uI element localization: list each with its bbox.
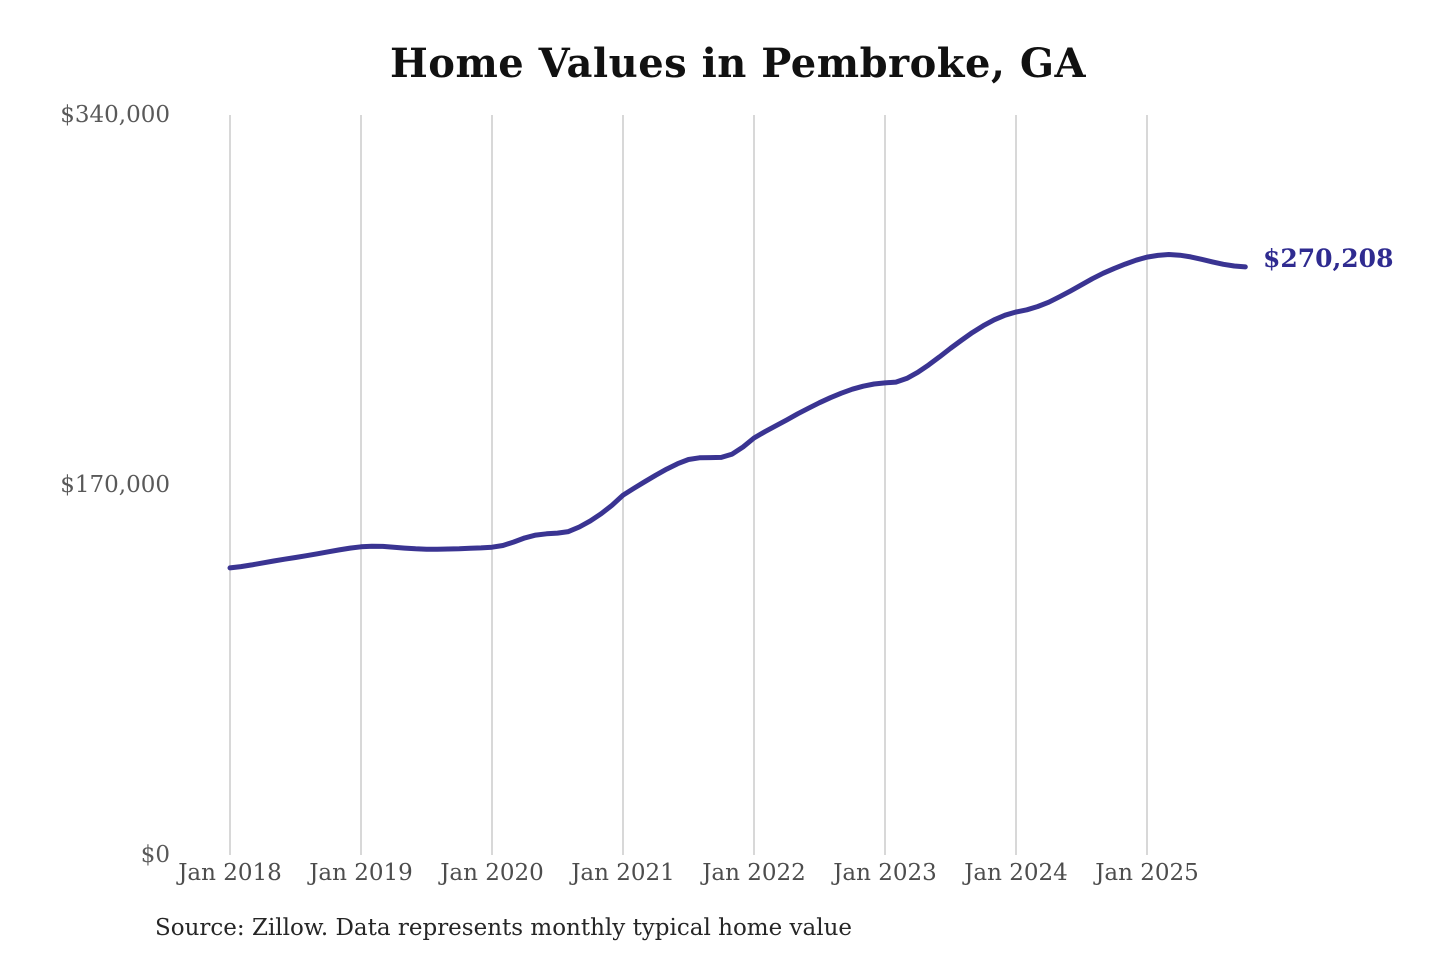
y-axis-tick-label: $0 [140,842,170,868]
gridlines-layer [229,115,1148,855]
y-axis-tick-label: $340,000 [60,102,170,128]
x-axis-tick-label: Jan 2024 [962,860,1068,886]
x-axis-tick-label: Jan 2019 [307,860,413,886]
x-axis-tick-label: Jan 2020 [438,860,544,886]
x-axis-tick-label: Jan 2021 [569,860,675,886]
x-axis-labels-layer: Jan 2018 Jan 2019 Jan 2020 Jan 2021 Jan 2022… [176,860,1199,886]
x-axis-tick-label: Jan 2022 [700,860,806,886]
source-attribution: Source: Zillow. Data represents monthly … [155,915,853,941]
x-axis-tick-label: Jan 2023 [831,860,937,886]
x-axis-tick-label: Jan 2025 [1093,860,1199,886]
y-axis-tick-label: $170,000 [60,472,170,498]
home-value-line-series [227,252,1248,571]
chart-title: Home Values in Pembroke, GA [389,40,1087,87]
last-value-label: $270,208 [1263,244,1394,273]
x-axis-tick-label: Jan 2018 [176,860,282,886]
